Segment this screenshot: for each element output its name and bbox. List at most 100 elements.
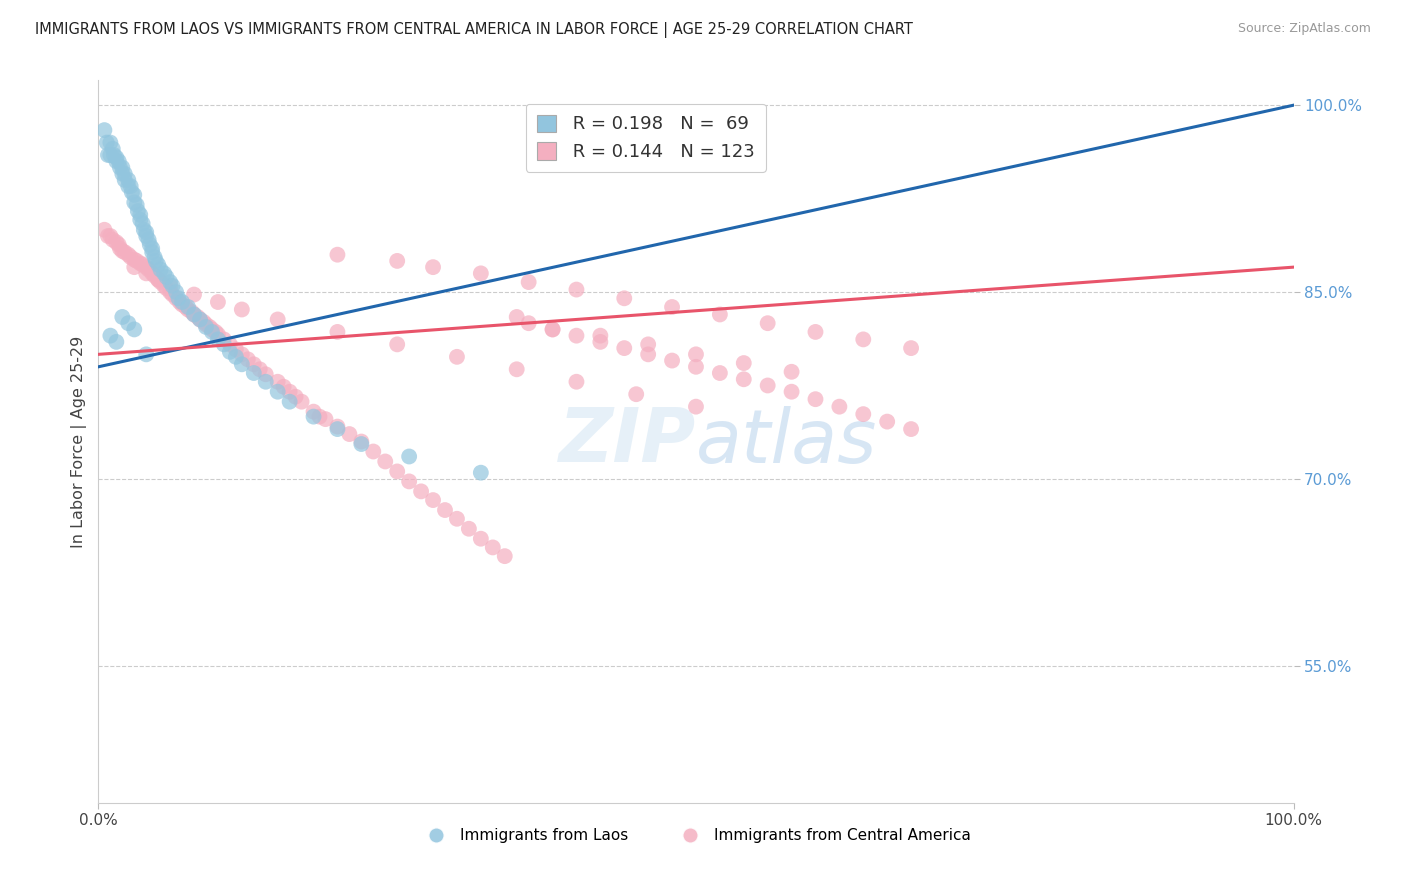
Point	[172, 297, 194, 311]
Point	[249, 362, 271, 376]
Point	[207, 332, 229, 346]
Point	[129, 212, 152, 227]
Point	[589, 334, 612, 349]
Point	[291, 394, 314, 409]
Point	[398, 450, 420, 464]
Point	[254, 375, 277, 389]
Point	[350, 437, 373, 451]
Point	[374, 454, 396, 468]
Point	[804, 392, 827, 407]
Point	[132, 223, 155, 237]
Point	[143, 268, 166, 283]
Point	[273, 380, 295, 394]
Point	[101, 233, 124, 247]
Point	[422, 493, 444, 508]
Point	[138, 233, 160, 247]
Point	[125, 253, 148, 268]
Point	[162, 287, 184, 301]
Point	[120, 250, 142, 264]
Point	[685, 400, 707, 414]
Point	[124, 195, 146, 210]
Point	[613, 341, 636, 355]
Point	[138, 262, 160, 277]
Point	[506, 310, 529, 324]
Point	[339, 427, 361, 442]
Point	[434, 503, 457, 517]
Point	[201, 325, 224, 339]
Point	[159, 285, 181, 299]
Point	[187, 310, 209, 324]
Point	[756, 378, 779, 392]
Point	[117, 248, 139, 262]
Point	[315, 412, 337, 426]
Point	[188, 312, 211, 326]
Point	[177, 300, 200, 314]
Point	[98, 148, 122, 162]
Point	[97, 229, 120, 244]
Point	[105, 235, 128, 250]
Point	[756, 316, 779, 330]
Point	[129, 208, 152, 222]
Point	[326, 422, 349, 436]
Point	[219, 344, 242, 359]
Point	[107, 237, 129, 252]
Point	[195, 318, 218, 332]
Point	[385, 253, 409, 268]
Point	[117, 179, 139, 194]
Point	[108, 242, 131, 256]
Point	[98, 229, 122, 244]
Point	[169, 295, 191, 310]
Point	[326, 248, 349, 262]
Point	[422, 260, 444, 274]
Point	[565, 283, 588, 297]
Point	[350, 434, 373, 449]
Point	[105, 151, 128, 165]
Point	[183, 287, 205, 301]
Point	[105, 334, 128, 349]
Y-axis label: In Labor Force | Age 25-29: In Labor Force | Age 25-29	[72, 335, 87, 548]
Point	[254, 368, 277, 382]
Point	[709, 366, 731, 380]
Point	[135, 266, 157, 280]
Point	[124, 260, 146, 274]
Point	[326, 325, 349, 339]
Point	[155, 281, 177, 295]
Point	[167, 291, 190, 305]
Point	[243, 366, 266, 380]
Point	[103, 148, 125, 162]
Point	[900, 341, 922, 355]
Point	[398, 475, 420, 489]
Point	[114, 167, 136, 181]
Point	[589, 328, 612, 343]
Point	[828, 400, 851, 414]
Point	[470, 466, 492, 480]
Point	[517, 275, 540, 289]
Point	[470, 532, 492, 546]
Point	[852, 332, 875, 346]
Point	[661, 300, 683, 314]
Point	[195, 320, 218, 334]
Point	[188, 312, 211, 326]
Point	[411, 484, 433, 499]
Point	[111, 167, 134, 181]
Point	[626, 387, 648, 401]
Point	[183, 308, 205, 322]
Point	[111, 161, 134, 175]
Point	[385, 465, 409, 479]
Point	[231, 302, 253, 317]
Point	[145, 253, 167, 268]
Point	[120, 179, 142, 194]
Point	[363, 444, 385, 458]
Point	[135, 229, 157, 244]
Point	[685, 359, 707, 374]
Point	[162, 278, 184, 293]
Point	[733, 356, 755, 370]
Point	[204, 325, 226, 339]
Point	[278, 384, 301, 399]
Point	[193, 315, 215, 329]
Point	[267, 312, 290, 326]
Point	[98, 328, 122, 343]
Point	[107, 154, 129, 169]
Point	[183, 308, 205, 322]
Point	[780, 365, 803, 379]
